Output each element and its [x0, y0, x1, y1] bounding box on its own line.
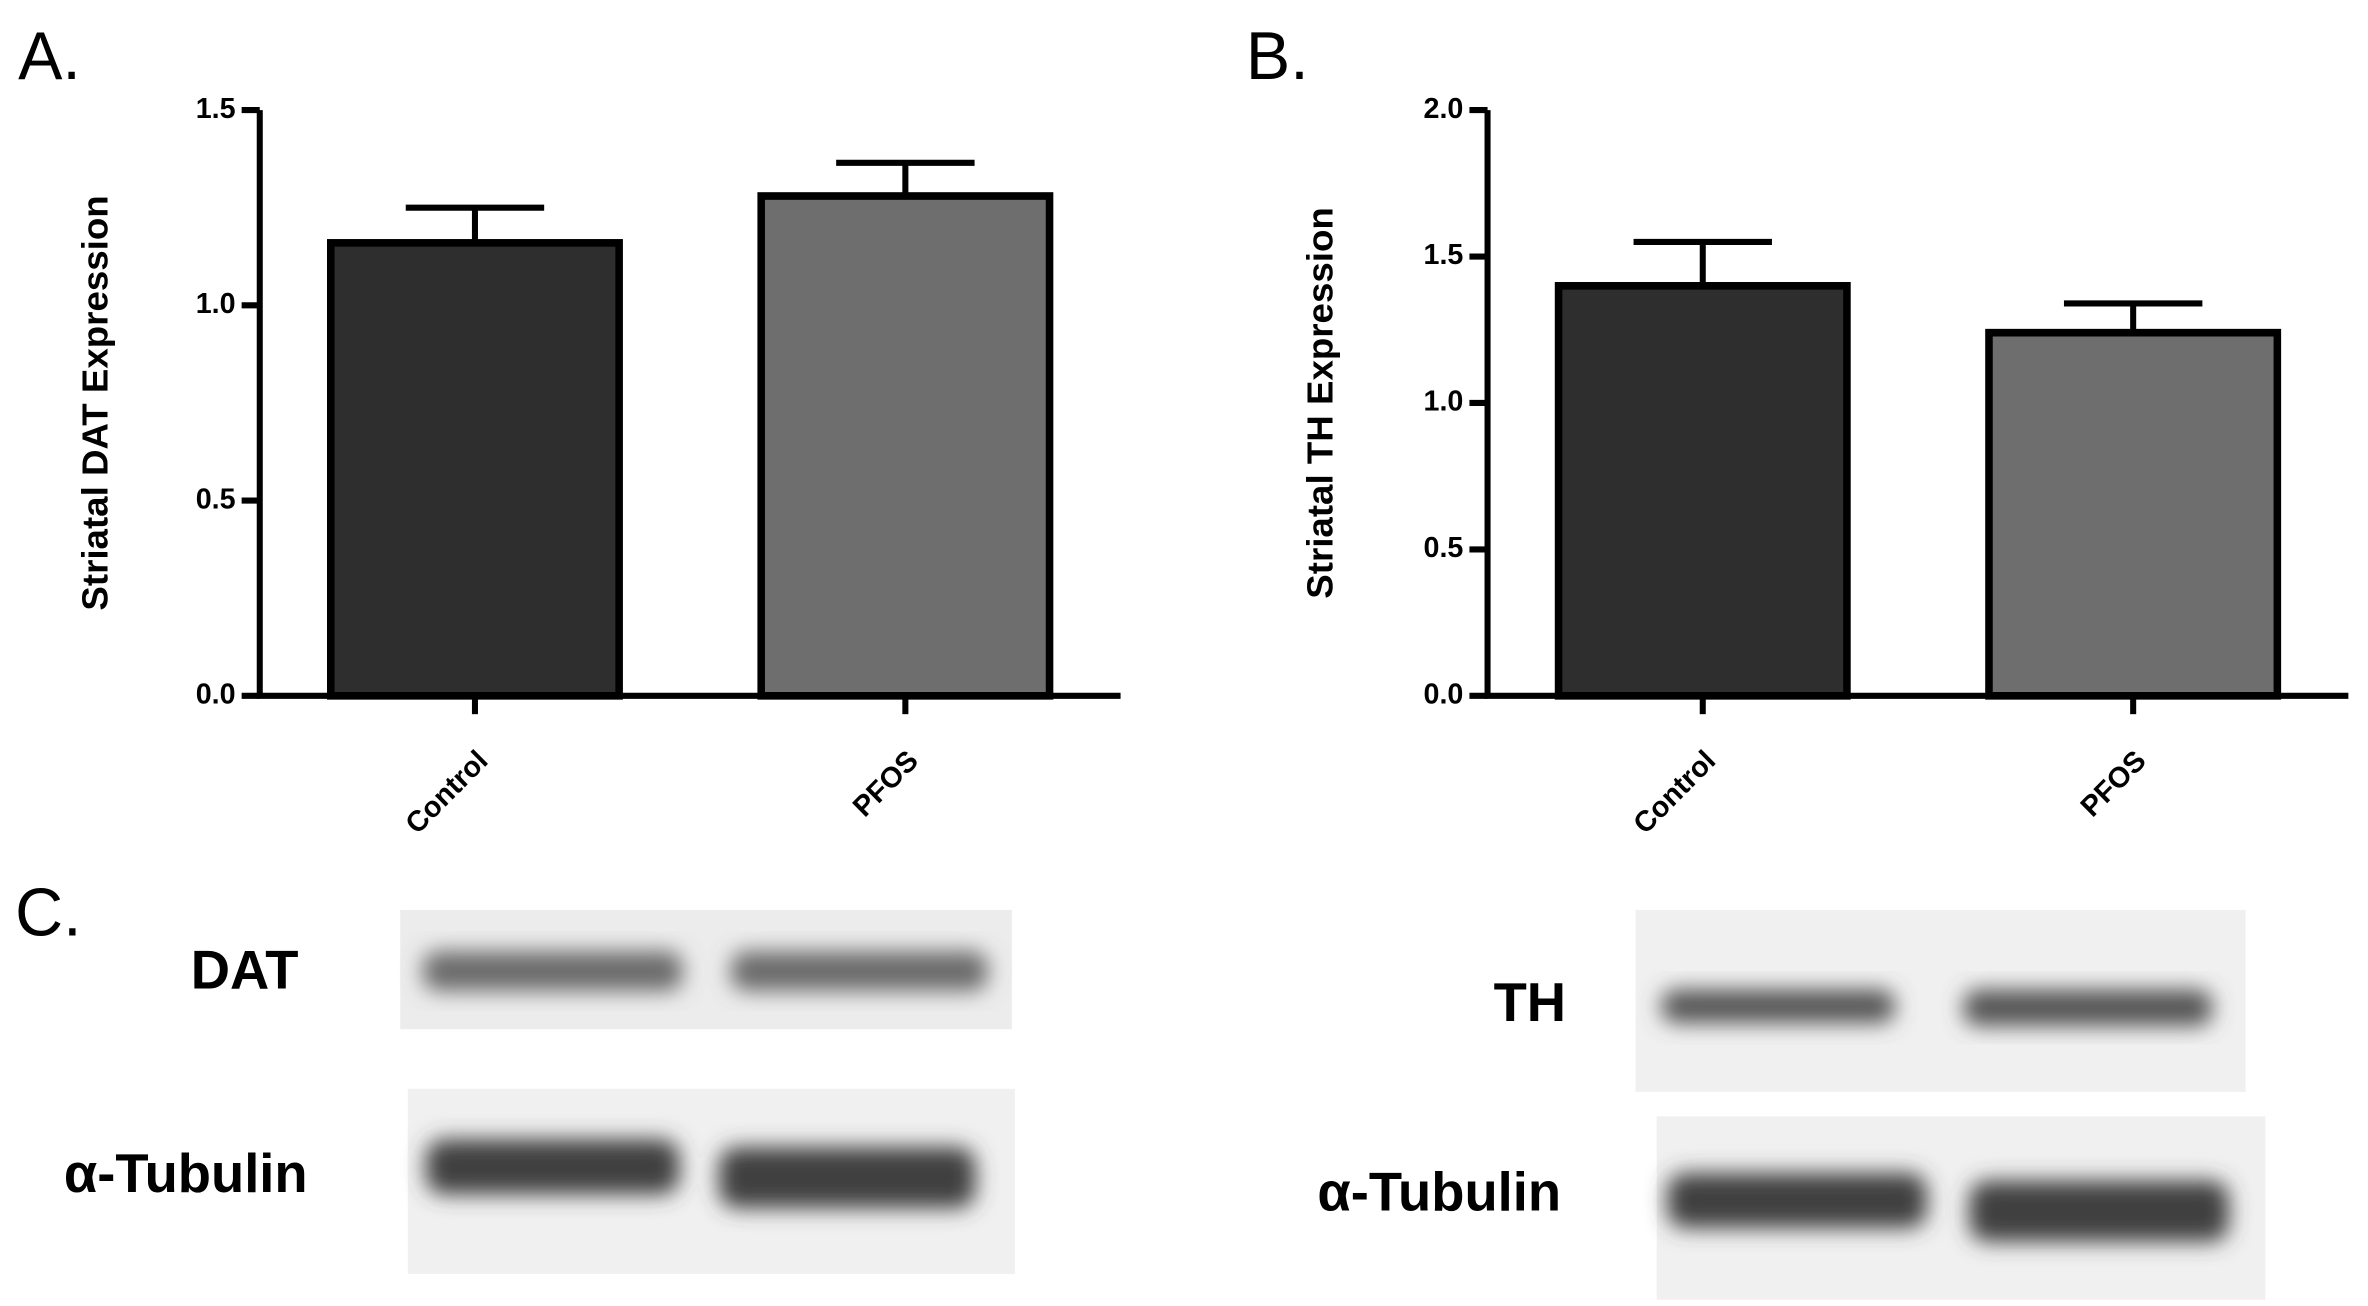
x-tick-label: Control	[400, 745, 495, 841]
bar	[1554, 281, 1851, 700]
x-tick-label: PFOS	[847, 745, 925, 824]
blot-label: TH	[1494, 970, 1566, 1032]
blot-tubulin-a	[407, 1088, 1015, 1274]
blot-label: α-Tubulin	[64, 1142, 308, 1204]
bar	[1985, 328, 2282, 700]
blot-tubulin-b	[1656, 1116, 2266, 1300]
y-tick-label: 0.0	[196, 678, 236, 710]
y-tick-label: 2.0	[1424, 93, 1464, 125]
blot-dat	[400, 909, 1012, 1030]
x-tick-label: Control	[1628, 745, 1723, 841]
y-tick-label: 0.0	[1424, 678, 1464, 710]
y-tick-label: 1.0	[196, 288, 236, 320]
bar	[326, 239, 623, 700]
blot-label: DAT	[191, 938, 299, 1000]
y-axis-label: Striatal DAT Expression	[75, 195, 116, 610]
panel-label: A.	[18, 19, 81, 94]
y-tick-label: 1.0	[1424, 385, 1464, 417]
bar	[757, 192, 1054, 700]
panel-label: B.	[1246, 19, 1309, 94]
blot-th	[1635, 909, 2246, 1092]
blot-label: α-Tubulin	[1317, 1160, 1561, 1222]
y-axis-label: Striatal TH Expression	[1300, 207, 1341, 599]
y-tick-label: 1.5	[196, 93, 236, 125]
x-tick-label: PFOS	[2075, 745, 2153, 824]
y-tick-label: 1.5	[1424, 239, 1464, 271]
y-tick-label: 0.5	[196, 483, 236, 515]
panel-label: C.	[15, 875, 81, 950]
y-tick-label: 0.5	[1424, 532, 1464, 564]
